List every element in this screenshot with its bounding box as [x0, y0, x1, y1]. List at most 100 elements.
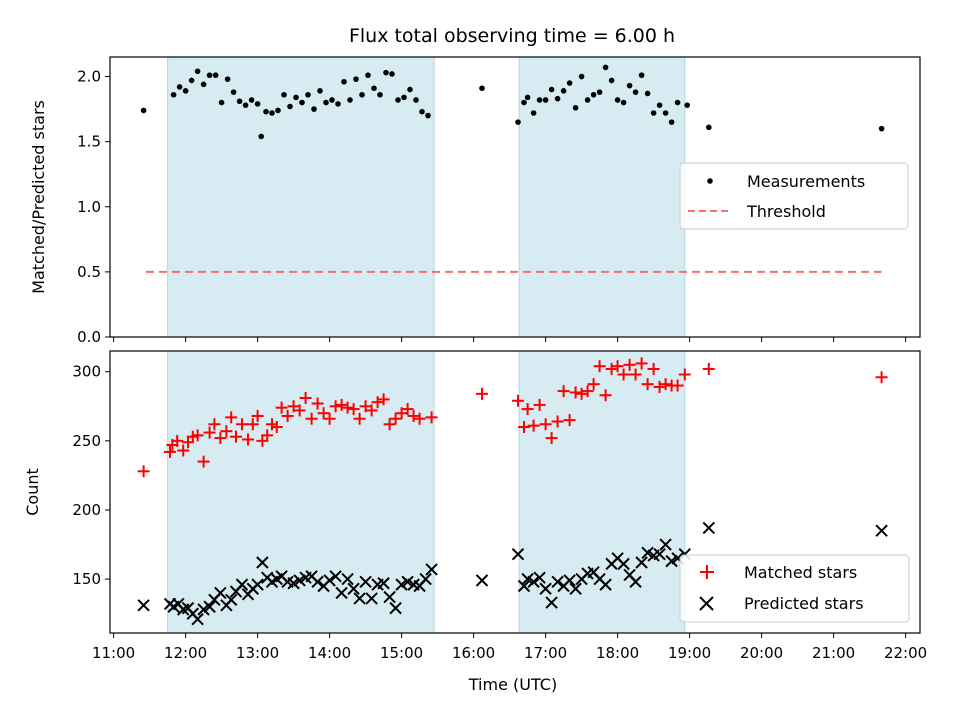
y-tick-label: 1.0 [77, 198, 101, 216]
x-tick-label: 20:00 [740, 644, 783, 662]
predicted-star-point [395, 578, 408, 591]
measurement-point [287, 103, 293, 110]
measurement-point [566, 80, 573, 86]
measurement-point [584, 97, 591, 103]
predicted-star-point [425, 563, 438, 576]
matched-star-point [164, 445, 176, 458]
measurement-point [662, 110, 669, 116]
matched-star-point [563, 414, 576, 427]
predicted-star-point [293, 574, 306, 587]
measurement-point [293, 94, 299, 101]
predicted-star-point [659, 538, 672, 551]
measurement-point [206, 72, 213, 79]
measurement-point [626, 82, 633, 89]
measurement-point [182, 88, 189, 94]
measurement-point [311, 106, 317, 112]
bottom-panel: 11:00 12:00 13:00 14:00 15:00 16:00 17:00 18:00… [23, 350, 927, 694]
matched-star-point [208, 418, 221, 431]
measurement-point [281, 91, 287, 98]
y-tick-label: 0.5 [77, 263, 101, 281]
predicted-star-point [203, 600, 216, 613]
predicted-star-point [137, 599, 150, 612]
y-tick-label: 1.5 [77, 133, 101, 151]
predicted-star-point [341, 572, 354, 586]
measurement-point [188, 77, 195, 84]
measurement-point [407, 86, 413, 93]
matched-star-point [251, 409, 264, 422]
matched-star-point [407, 409, 420, 422]
measurement-point [614, 97, 621, 103]
predicted-star-point [353, 592, 366, 605]
matched-star-point [875, 371, 888, 384]
predicted-star-point [635, 556, 648, 569]
predicted-star-point [511, 547, 525, 561]
measurement-point [224, 76, 231, 82]
matched-star-point [275, 401, 288, 414]
matched-star-point [623, 358, 636, 371]
predicted-star-point [214, 586, 227, 600]
measurement-point [200, 81, 207, 88]
predicted-star-point [617, 557, 630, 571]
y-tick-label: 300 [72, 363, 101, 381]
y-tick-label: 200 [72, 501, 101, 519]
bottom-panel-xlabel: Time (UTC) [468, 675, 557, 694]
y-tick-label: 0.0 [77, 328, 101, 346]
matched-star-point [539, 418, 552, 431]
matched-star-point [575, 387, 588, 400]
measurement-point [536, 97, 543, 103]
legend-marker-predicted-stars [699, 596, 714, 611]
measurement-point [248, 97, 255, 103]
measurement-point [548, 86, 555, 93]
top-panel-frame [109, 56, 921, 338]
measurement-point [608, 77, 615, 84]
legend-label-matched-stars: Matched stars [744, 563, 857, 582]
measurement-point [638, 72, 645, 79]
measurement-point [323, 99, 329, 106]
legend-label-threshold: Threshold [746, 202, 826, 221]
predicted-star-point [191, 612, 204, 626]
measurement-point [878, 125, 885, 132]
bottom-panel-ticks: 11:00 12:00 13:00 14:00 15:00 16:00 17:00 18:00… [72, 363, 927, 662]
measurement-point [521, 99, 527, 106]
x-tick-label: 12:00 [164, 644, 207, 662]
matched-star-point [527, 419, 540, 432]
measurement-point [560, 88, 567, 94]
matched-star-point [383, 418, 396, 431]
measurement-point [254, 101, 261, 107]
legend-marker-measurements [707, 178, 713, 184]
measurement-point [258, 133, 265, 140]
measurement-point [353, 76, 359, 82]
matched-star-point [593, 360, 606, 373]
y-tick-label: 2.0 [77, 68, 101, 86]
measurement-point [644, 90, 651, 97]
matched-star-point [377, 393, 390, 406]
matched-star-point [230, 430, 242, 443]
measurement-point [242, 102, 249, 108]
matched-star-point [341, 401, 354, 414]
measurement-point [650, 110, 657, 116]
measurement-point [620, 99, 627, 106]
predicted-star-point [224, 593, 238, 607]
measurement-point [530, 110, 537, 116]
predicted-star-point [875, 524, 888, 537]
matched-star-point [347, 403, 360, 416]
matched-star-point [203, 426, 216, 439]
measurement-point [212, 72, 219, 79]
top-panel-shaded-intervals [167, 56, 686, 338]
measurement-point [329, 97, 335, 103]
measurement-point [479, 85, 485, 92]
measurement-point [170, 91, 177, 98]
matched-star-point [605, 362, 618, 375]
predicted-star-point [419, 572, 432, 586]
legend-label-predicted-stars: Predicted stars [744, 594, 864, 613]
predicted-star-point [256, 556, 269, 569]
predicted-star-point [551, 575, 564, 589]
matched-star-point [214, 432, 227, 445]
top-panel: 0.00.51.01.52.0 Matched/Predicted stars … [29, 56, 921, 346]
matched-star-point [647, 362, 660, 375]
matched-star-point [317, 407, 330, 420]
measurement-point [656, 102, 663, 108]
predicted-star-point [665, 554, 678, 568]
measurement-point [176, 84, 183, 90]
